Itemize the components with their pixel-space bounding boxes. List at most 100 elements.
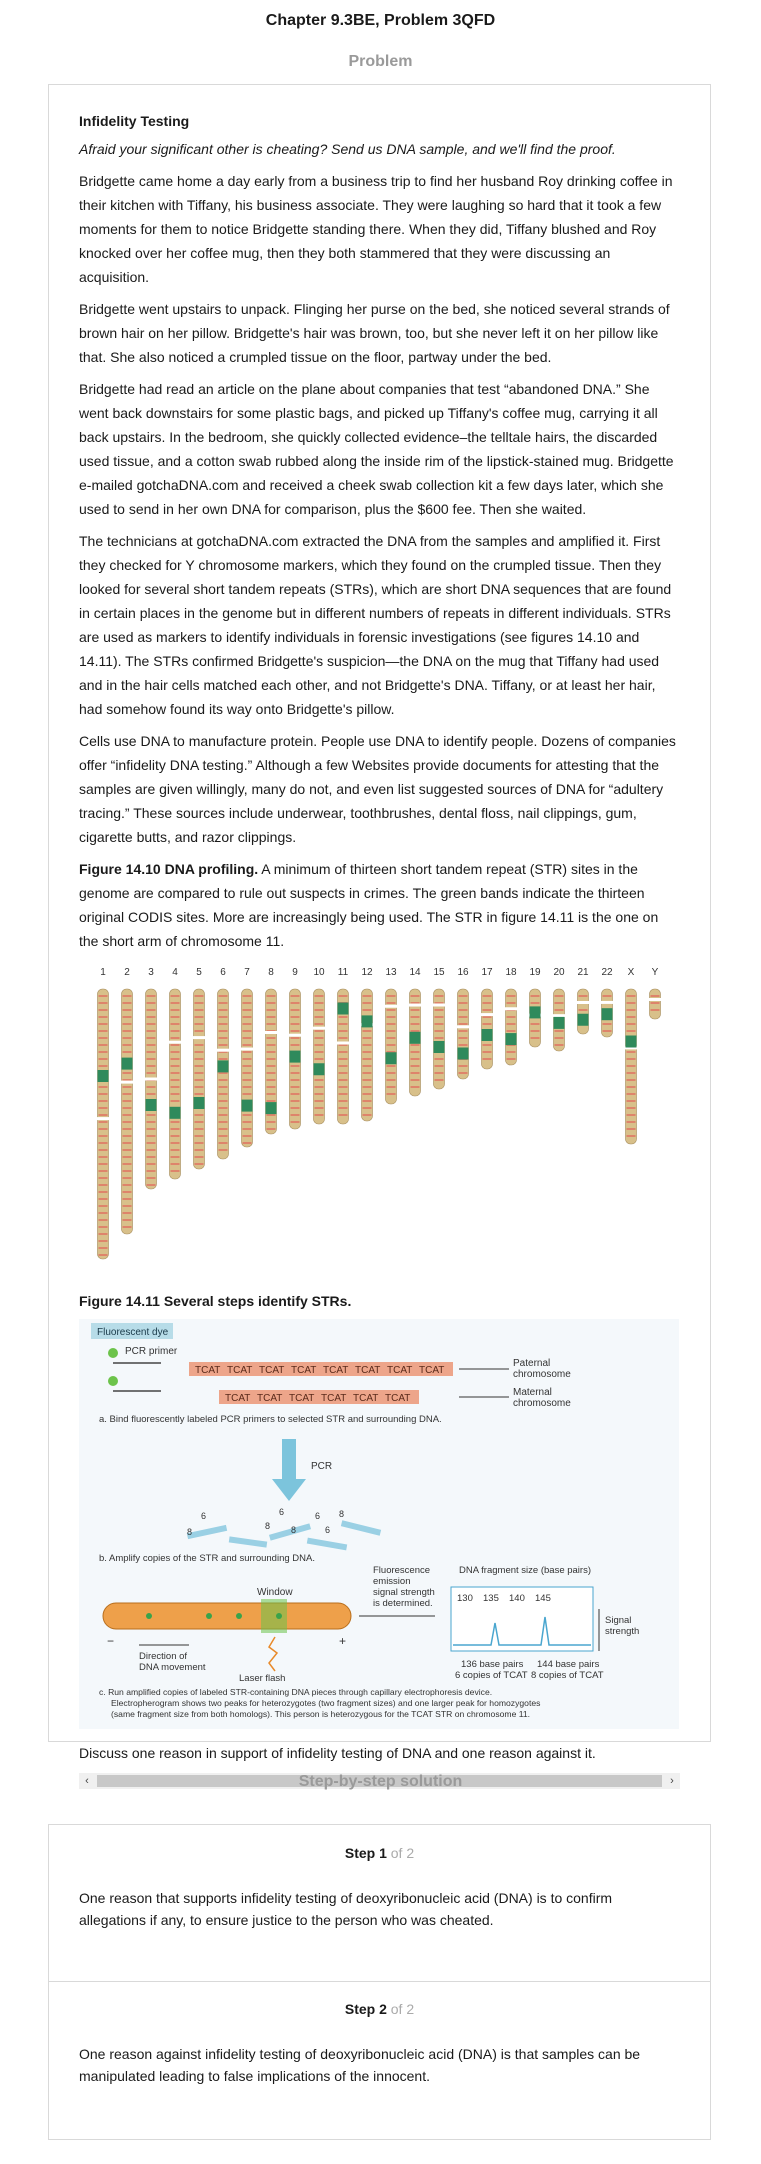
chromosome-band (482, 1009, 492, 1011)
codis-site-band (217, 1060, 229, 1073)
chromosome-band (146, 1177, 156, 1179)
chromosome-band (290, 1002, 300, 1004)
chromosome-band (122, 1198, 132, 1200)
chromosome-band (122, 1016, 132, 1018)
chromosome-band (338, 1065, 348, 1067)
centromere (384, 1004, 398, 1008)
chromosome-band (602, 1023, 612, 1025)
chromosome-band (290, 1107, 300, 1109)
centromere (216, 1048, 230, 1052)
chromosome-band (266, 1002, 276, 1004)
scrollbar-thumb[interactable] (97, 1775, 662, 1787)
chromosome-band (458, 1072, 468, 1074)
step-1-label: Step 1 (344, 1845, 387, 1861)
chromosome-band (458, 1065, 468, 1067)
chromosome-band (506, 1058, 516, 1060)
chromosome-band (194, 1023, 204, 1025)
chromosome-band (242, 1121, 252, 1123)
fragment-dot-3 (236, 1613, 242, 1619)
codis-site-band (385, 1052, 397, 1065)
chromosome-band (242, 1023, 252, 1025)
chromosome-label-9: 9 (292, 967, 298, 978)
chromosome-band (98, 1212, 108, 1214)
maternal-repeat: TCAT (225, 1393, 250, 1404)
chromosome-band (122, 1205, 132, 1207)
chromosome-band (482, 995, 492, 997)
chromosome-band (314, 1058, 324, 1060)
chromosome-band (362, 1114, 372, 1116)
paternal-repeat: TCAT (419, 1365, 444, 1376)
chromosome-band (122, 1219, 132, 1221)
chromosome-band (194, 1121, 204, 1123)
chromosome-band (122, 1086, 132, 1088)
str-identification-figure: Fluorescent dye PCR primer TCAT TCAT TCAT T… (79, 1319, 679, 1729)
chromosome-band (146, 1163, 156, 1165)
chromosome-band (314, 1030, 324, 1032)
chromosome-band (98, 1058, 108, 1060)
chromosome-band (410, 1009, 420, 1011)
codis-site-band (625, 1035, 637, 1048)
chromosome-band (98, 1142, 108, 1144)
chromosome-band (458, 1037, 468, 1039)
chromosome-band (362, 1107, 372, 1109)
chromosome-band (578, 995, 588, 997)
chromosome-band (170, 1156, 180, 1158)
chromosome-band (170, 1170, 180, 1172)
chromosome-band (146, 1072, 156, 1074)
chromosome-band (338, 1037, 348, 1039)
dna-copy-4 (306, 1537, 348, 1551)
chromosome-ideogram-figure: 1 2 3 4 5 6 7 8 9 10 11 12 13 14 15 16 17 18 19 20 21 22 X Y (96, 967, 662, 1260)
chromosome-band (266, 1065, 276, 1067)
chromosome-band (122, 1093, 132, 1095)
chromosome-8 (265, 988, 277, 1135)
chromosome-band (146, 1065, 156, 1067)
chromosome-band (362, 1002, 372, 1004)
chromosome-band (266, 1044, 276, 1046)
chromosome-band (146, 1184, 156, 1186)
chromosome-band (242, 1044, 252, 1046)
paternal-repeat: TCAT (291, 1365, 316, 1376)
horizontal-scrollbar[interactable]: ‹ › (79, 1773, 680, 1789)
chromosome-band (626, 1072, 636, 1074)
codis-site-band (97, 1070, 109, 1082)
paternal-background (189, 1362, 453, 1376)
chromosome-band (122, 1135, 132, 1137)
chromosome-label-15: 15 (433, 967, 445, 978)
direction-label-line2: DNA movement (139, 1662, 206, 1673)
maternal-background (219, 1390, 419, 1404)
chromosome-band (218, 1114, 228, 1116)
chromosome-band (194, 1016, 204, 1018)
chromosome-band (266, 1023, 276, 1025)
chromosome-band (626, 1100, 636, 1102)
chromosome-band (554, 1044, 564, 1046)
chromosome-band (170, 1037, 180, 1039)
chromosome-band (386, 1009, 396, 1011)
maternal-repeat: TCAT (321, 1393, 346, 1404)
step-2: Step 2 of 2 One reason against infidelit… (49, 2001, 710, 2087)
chromosome-band (290, 1072, 300, 1074)
chromosome-band (530, 1002, 540, 1004)
chromosome-band (290, 1016, 300, 1018)
chromosome-band (434, 1002, 444, 1004)
chromosome-band (98, 995, 108, 997)
chromosome-band (242, 1114, 252, 1116)
chromosome-band (194, 1128, 204, 1130)
chromosome-band (314, 995, 324, 997)
scroll-left-icon[interactable]: ‹ (85, 1775, 89, 1787)
chromosome-band (314, 1093, 324, 1095)
chromosome-band (314, 1044, 324, 1046)
chromosome-band (170, 1009, 180, 1011)
question-text: Discuss one reason in support of infidel… (79, 1745, 596, 1761)
chromosome-band (146, 1009, 156, 1011)
chromosome-band (122, 1226, 132, 1228)
chromosome-band (98, 1226, 108, 1228)
fragment-dot-4 (276, 1613, 282, 1619)
codis-site-band (337, 1002, 349, 1015)
chromosome-band (122, 1149, 132, 1151)
codis-site-band (193, 1097, 205, 1109)
chromosome-band (338, 1072, 348, 1074)
scroll-right-icon[interactable]: › (670, 1775, 674, 1787)
codis-site-band (289, 1050, 301, 1063)
chromosome-band (410, 1002, 420, 1004)
chromosome-band (290, 995, 300, 997)
